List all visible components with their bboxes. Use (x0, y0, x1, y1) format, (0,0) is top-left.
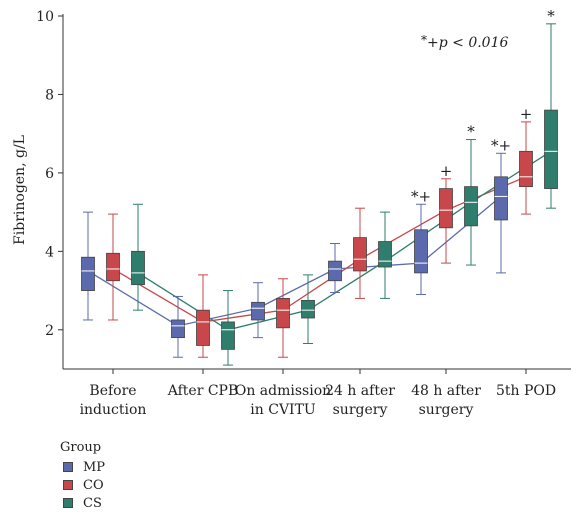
box-body (464, 186, 478, 227)
box-body (251, 301, 265, 321)
box-cs (301, 274, 315, 345)
y-tick-label: 10 (36, 9, 54, 25)
legend-item-mp: MP (60, 458, 105, 476)
box-mp (81, 211, 95, 321)
box-body (196, 309, 210, 346)
x-tick-label: 24 h after (325, 383, 395, 399)
box-body (439, 188, 453, 229)
significance-star: * (421, 33, 427, 47)
significance-marker: * (467, 123, 475, 141)
box-cs: * (544, 7, 558, 209)
box-co: + (519, 105, 533, 215)
significance-marker: *+ (491, 136, 511, 154)
box-co (353, 207, 367, 299)
legend-swatch-co (63, 480, 73, 490)
x-tick-label: After CPB (167, 383, 239, 399)
box-mp (328, 242, 342, 294)
box-cs (378, 211, 392, 299)
y-tick-label: 2 (45, 323, 54, 339)
box-body (221, 321, 235, 350)
legend-item-cs: CS (60, 494, 105, 512)
box-body (171, 319, 185, 339)
legend-label-cs: CS (83, 495, 102, 511)
box-cs (221, 290, 235, 366)
significance-marker: + (520, 105, 533, 123)
box-mp (171, 295, 185, 358)
box-co (196, 274, 210, 358)
y-tick-label: 4 (45, 244, 54, 260)
box-body (81, 256, 95, 291)
legend-swatch-mp (63, 462, 73, 472)
box-mp (251, 282, 265, 339)
y-tick-label: 6 (45, 166, 54, 182)
x-tick-label: surgery (333, 402, 388, 418)
x-tick-label: induction (80, 402, 147, 418)
x-tick-label: 48 h after (411, 383, 481, 399)
legend-item-co: CO (60, 476, 105, 494)
x-tick-label: 5th POD (496, 383, 556, 399)
box-body (519, 150, 533, 188)
box-co: + (439, 162, 453, 264)
box-co (276, 278, 290, 358)
legend-title: Group (60, 440, 102, 455)
x-tick-label: On admission (235, 383, 331, 399)
box-co (106, 213, 120, 321)
box-cs: * (464, 123, 478, 266)
box-body (378, 241, 392, 268)
x-tick-label: in CVITU (250, 402, 316, 418)
significance-marker: *+ (411, 187, 431, 205)
box-mp: *+ (491, 136, 511, 274)
significance-marker: * (547, 7, 555, 25)
box-body (276, 297, 290, 329)
legend: Group MP CO CS (60, 440, 105, 512)
y-axis-label: Fibrinogen, g/L (12, 135, 28, 245)
box-body (301, 299, 315, 319)
legend-label-co: CO (83, 477, 104, 493)
box-mp: *+ (411, 187, 431, 295)
y-tick-label: 8 (45, 87, 54, 103)
median-trend-cs (137, 150, 552, 331)
box-body (544, 109, 558, 189)
significance-text: +p < 0.016 (427, 35, 508, 51)
box-cs (131, 203, 145, 311)
legend-label-mp: MP (83, 459, 106, 475)
legend-swatch-cs (63, 498, 73, 508)
significance-note: *+p < 0.016 (421, 33, 508, 51)
significance-marker: + (440, 162, 453, 180)
median-trend-mp (87, 195, 502, 327)
box-body (131, 250, 145, 286)
x-tick-label: Before (89, 383, 136, 399)
box-body (494, 176, 508, 221)
box-body (414, 229, 428, 274)
box-body (106, 252, 120, 282)
box-body (328, 260, 342, 282)
x-tick-label: surgery (419, 402, 474, 418)
median-trend-co (112, 176, 527, 323)
box-body (353, 237, 367, 272)
